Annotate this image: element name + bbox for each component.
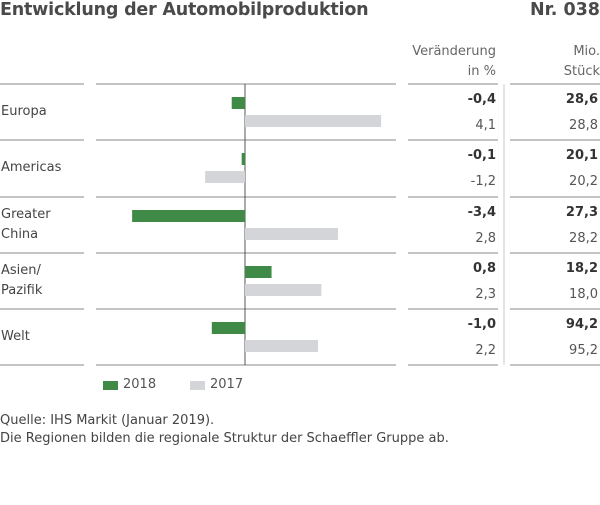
change-2018-value: -3,4 [467,205,496,220]
region-label-line2: Pazifik [1,283,43,298]
bar-2017 [245,115,382,127]
source-note: Quelle: IHS Markit (Januar 2019). [0,413,215,428]
change-2017-value: 2,8 [475,231,496,246]
region-note: Die Regionen bilden die regionale Strukt… [0,431,449,446]
units-2018-value: 27,3 [565,205,598,220]
region-label: Welt [1,329,30,344]
change-2018-value: -1,0 [467,317,496,332]
legend-label-2018: 2018 [123,377,157,392]
bar-2018 [132,210,245,222]
bar-2017 [245,284,322,296]
column-header-units: Mio. Stück [520,42,600,82]
region-label: Europa [1,104,47,119]
change-2018-value: -0,4 [467,92,496,107]
legend-label-2017: 2017 [210,377,244,392]
column-header-units-line2: Stück [563,64,600,79]
column-header-change-line1: Veränderung [412,44,496,59]
region-label: Americas [1,160,62,175]
region-label: Greater [1,207,51,222]
bar-2018 [245,266,272,278]
change-2018-value: 0,8 [472,261,496,276]
column-header-change: Veränderung in % [376,42,496,82]
change-2017-value: 2,2 [475,343,496,358]
units-2017-value: 28,2 [569,231,598,246]
chart-title: Entwicklung der Automobilproduktion [0,0,369,20]
chart-number: Nr. 038 [529,0,600,20]
bar-2017 [245,340,319,352]
region-label: Asien/ [1,263,41,278]
units-2017-value: 18,0 [569,287,598,302]
bar-2018 [231,97,245,109]
units-2017-value: 20,2 [569,174,598,189]
bar-2017 [245,228,338,240]
units-2017-value: 95,2 [569,343,598,358]
bar-2018 [241,153,245,165]
legend-swatch-2018 [103,381,118,390]
change-2017-value: -1,2 [470,174,496,189]
change-2017-value: 4,1 [475,118,496,133]
column-header-change-line2: in % [467,64,496,79]
bar-2018 [211,322,245,334]
bar-2017 [205,171,245,183]
change-2017-value: 2,3 [475,287,496,302]
units-2018-value: 28,6 [565,92,598,107]
change-2018-value: -0,1 [467,148,496,163]
units-2018-value: 94,2 [565,317,598,332]
units-2018-value: 18,2 [565,261,598,276]
legend-swatch-2017 [190,381,205,390]
units-2018-value: 20,1 [565,148,598,163]
region-label-line2: China [1,227,39,242]
column-header-units-line1: Mio. [573,44,600,59]
units-2017-value: 28,8 [569,118,598,133]
